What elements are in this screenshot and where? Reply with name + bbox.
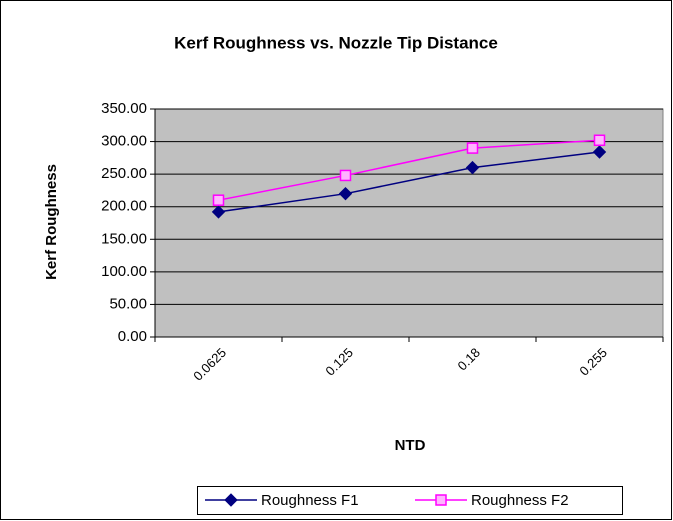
x-axis-title: NTD [395,437,426,454]
chart-title: Kerf Roughness vs. Nozzle Tip Distance [174,33,498,52]
y-tick-label: 100.00 [101,263,147,280]
data-point [211,205,226,219]
y-tick-label: 300.00 [101,133,147,150]
data-point [466,142,479,154]
series-line [218,139,600,201]
y-tick-label: 200.00 [101,198,147,215]
data-point [592,145,607,159]
y-tick-label: 350.00 [101,100,147,117]
legend [197,486,623,515]
data-point [465,160,480,175]
y-tick-label: 150.00 [101,230,147,247]
legend-marker [435,494,447,506]
plot-area [154,108,664,338]
y-tick-label: 0.00 [118,328,147,345]
y-tick-label: 50.00 [109,295,147,312]
y-axis-title: Kerf Roughness [43,164,60,280]
legend-label: Roughness F1 [261,492,359,509]
series-line [218,151,600,213]
data-point [593,134,606,147]
data-point [339,169,352,182]
legend-label: Roughness F2 [471,492,569,509]
y-tick-label: 250.00 [101,165,147,182]
data-point [338,186,353,201]
legend-marker [224,493,238,507]
data-point [212,194,225,206]
